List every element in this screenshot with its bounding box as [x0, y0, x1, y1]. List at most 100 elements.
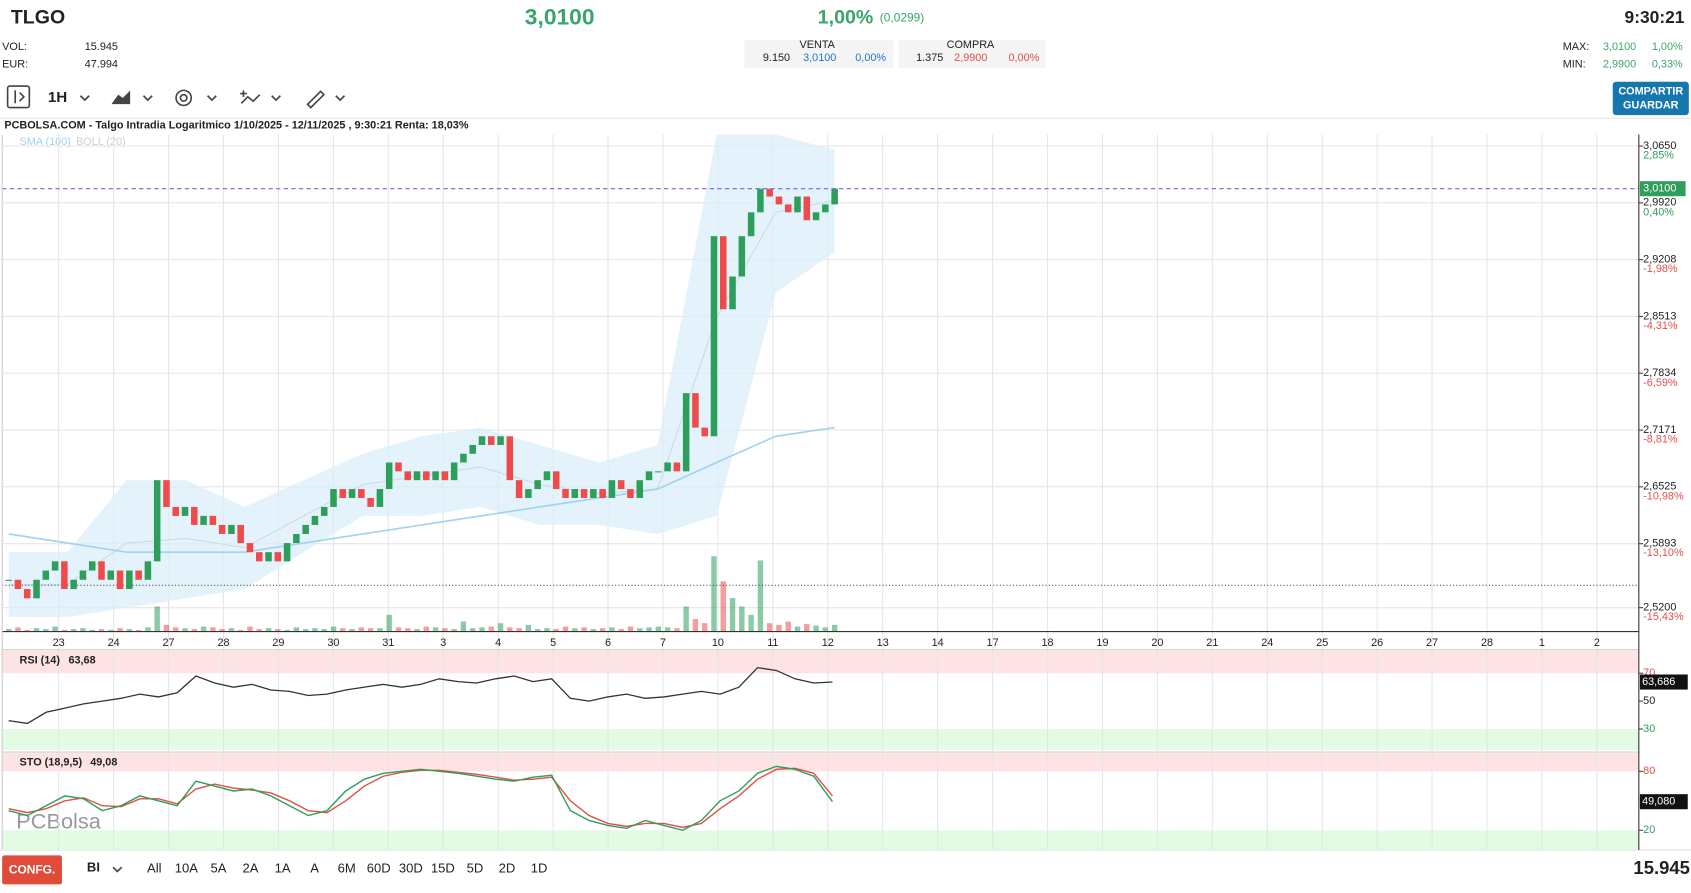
- candle: [543, 471, 551, 481]
- volume-bar: [562, 626, 569, 632]
- candle: [478, 436, 486, 445]
- period-button[interactable]: 2D: [499, 861, 516, 876]
- volume-bar: [729, 598, 736, 632]
- y-tick-change: -6,59%: [1643, 377, 1678, 389]
- period-button[interactable]: 2A: [243, 861, 259, 876]
- x-tick-label: 23: [53, 637, 65, 649]
- volume-bar: [89, 629, 95, 632]
- volume-bar: [581, 627, 587, 632]
- panel-toggle[interactable]: [6, 85, 31, 109]
- candle: [432, 471, 439, 481]
- price: 3,0100: [525, 3, 595, 29]
- venta-label: VENTA: [800, 39, 836, 51]
- candle: [33, 579, 40, 599]
- sto-k-line: [8, 765, 834, 832]
- interval[interactable]: 1H: [48, 89, 67, 106]
- x-tick-label: 4: [495, 637, 501, 649]
- y-tick-change: -15,43%: [1643, 611, 1684, 623]
- candle: [209, 515, 217, 525]
- config-button[interactable]: [2, 855, 62, 885]
- x-tick-label: 1: [1539, 637, 1545, 649]
- candle: [302, 524, 309, 534]
- period-button[interactable]: 10A: [175, 861, 199, 876]
- mode[interactable]: BI: [87, 860, 100, 875]
- volume-bar: [61, 629, 68, 632]
- volume-bar: [711, 556, 717, 632]
- icon: [14, 90, 26, 104]
- share[interactable]: COMPARTIR: [1618, 85, 1683, 97]
- chart-type[interactable]: [111, 90, 131, 105]
- x-tick-label: 28: [217, 637, 229, 649]
- settings[interactable]: [175, 89, 193, 107]
- period-button[interactable]: 30D: [399, 861, 423, 876]
- y-tick-label: 70: [1643, 667, 1655, 679]
- venta-pct: 0,00%: [855, 52, 886, 64]
- y-tick-label: 2,9208: [1643, 254, 1676, 266]
- x-tick-label: 2: [1594, 637, 1600, 649]
- volume-bar: [330, 626, 337, 632]
- indicators[interactable]: [240, 90, 261, 104]
- volume-bar: [785, 621, 791, 632]
- share-button[interactable]: [1612, 81, 1689, 116]
- config[interactable]: CONFG.: [9, 863, 55, 877]
- y-tick-label: 80: [1643, 765, 1655, 777]
- candle: [61, 561, 68, 590]
- volume-bar: [701, 623, 708, 632]
- candle: [673, 462, 681, 472]
- candle: [488, 436, 495, 445]
- icon: [179, 93, 188, 102]
- candle: [506, 436, 514, 481]
- candle: [385, 462, 393, 490]
- volume-bar: [748, 614, 754, 632]
- candle: [265, 552, 272, 562]
- last-price-label: 3,0100: [1643, 183, 1676, 195]
- volume-bar: [590, 629, 597, 632]
- period-button[interactable]: 15D: [431, 861, 455, 876]
- candle: [441, 471, 449, 481]
- volume-bar: [813, 625, 819, 632]
- candle: [682, 393, 690, 472]
- period-button[interactable]: 6M: [338, 861, 356, 876]
- save[interactable]: GUARDAR: [1623, 99, 1679, 111]
- symbol: TLGO: [11, 6, 65, 28]
- overbought-band: [2, 753, 1639, 772]
- candle: [599, 489, 606, 498]
- compra-box: [898, 39, 1046, 68]
- candle: [283, 543, 291, 562]
- x-tick-label: 17: [987, 637, 999, 649]
- x-tick-label: 11: [767, 637, 778, 649]
- time: 9:30:21: [1625, 7, 1685, 27]
- x-tick-label: 18: [1041, 637, 1053, 649]
- period-button[interactable]: 1A: [275, 861, 291, 876]
- period-button[interactable]: 5D: [467, 861, 484, 876]
- y-tick-label: 2,7834: [1643, 367, 1676, 379]
- period-button[interactable]: A: [310, 861, 319, 876]
- period-button[interactable]: 60D: [367, 861, 391, 876]
- volume-bar: [126, 629, 133, 632]
- candle: [423, 471, 430, 481]
- period-button[interactable]: 1D: [531, 861, 548, 876]
- volume-bar: [432, 627, 439, 632]
- volume-bar: [460, 621, 467, 632]
- candle: [126, 570, 133, 590]
- volume-bar: [414, 629, 420, 632]
- stat-value: 15.945: [85, 41, 118, 53]
- candle: [822, 204, 829, 213]
- caret: [79, 95, 346, 102]
- y-tick-label: 2,8513: [1643, 310, 1676, 322]
- volume-bar: [52, 626, 58, 632]
- chart-title: PCBOLSA.COM - Talgo Intradia Logaritmico…: [4, 120, 469, 132]
- candle: [330, 489, 337, 507]
- drawing[interactable]: [306, 90, 326, 109]
- volume-bar: [358, 627, 365, 632]
- max-price: 3,0100: [1603, 41, 1636, 53]
- y-tick-label: 3,0650: [1643, 140, 1676, 152]
- period-button[interactable]: All: [147, 861, 162, 876]
- period-button[interactable]: 5A: [210, 861, 226, 876]
- candle: [172, 506, 179, 516]
- x-tick-label: 26: [1371, 637, 1383, 649]
- volume-bar: [210, 627, 216, 632]
- volume-bar: [525, 624, 532, 632]
- volume-bar: [275, 629, 281, 632]
- y-tick-change: -13,10%: [1643, 547, 1684, 559]
